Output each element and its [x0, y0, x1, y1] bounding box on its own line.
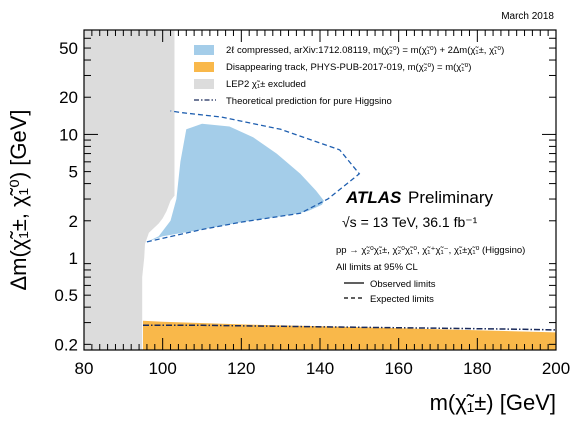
y-tick-label: 1 [69, 249, 78, 268]
region-0 [84, 30, 175, 350]
x-tick-label: 160 [384, 359, 412, 378]
legend-swatch-lep2 [194, 79, 214, 89]
y-tick-label: 0.2 [54, 335, 78, 354]
y-tick-label: 5 [69, 163, 78, 182]
legend-label-lep2: LEP2 χ̃₁± excluded [226, 79, 306, 90]
x-tick-label: 120 [227, 359, 255, 378]
legend-swatch-2l-compressed [194, 45, 214, 55]
x-tick-label: 140 [306, 359, 334, 378]
region-3 [143, 320, 556, 350]
y-tick-label: 0.5 [54, 286, 78, 305]
legend: 2ℓ compressed, arXiv:1712.08119, m(χ̃₂⁰)… [194, 45, 504, 107]
expected-label: Expected limits [370, 294, 434, 305]
y-tick-label: 20 [59, 88, 78, 107]
x-axis-title: m(χ̃₁±) [GeV] [430, 390, 556, 415]
legend-label-2l-compressed: 2ℓ compressed, arXiv:1712.08119, m(χ̃₂⁰)… [226, 45, 504, 56]
observed-label: Observed limits [370, 279, 436, 290]
y-tick-label: 2 [69, 212, 78, 231]
date-label: March 2018 [501, 11, 554, 22]
y-axis-title: Δm(χ̃₁±, χ̃₁⁰) [GeV] [6, 109, 31, 290]
atlas-box: ATLAS Preliminary √s = 13 TeV, 36.1 fb⁻¹… [336, 188, 525, 305]
y-tick-label: 50 [59, 39, 78, 58]
cl-label: All limits at 95% CL [336, 262, 418, 273]
preliminary-label: Preliminary [408, 188, 494, 207]
plot-area: 80 100 120 140 160 180 200 0.2 0.5 1 2 5 10 20 50 [54, 29, 570, 378]
x-tick-label: 180 [463, 359, 491, 378]
y-tick-label: 10 [59, 125, 78, 144]
process-label: pp → χ̃₂⁰χ̃₁±, χ̃₂⁰χ̃₁⁰, χ̃₁⁺χ̃₁⁻, χ̃₁±χ… [336, 245, 525, 256]
x-tick-label: 80 [75, 359, 94, 378]
x-tick-label: 200 [542, 359, 570, 378]
atlas-label: ATLAS [345, 188, 402, 207]
legend-swatch-disappearing-track [194, 62, 214, 72]
region-1 [146, 123, 324, 242]
expected-contour-2 [146, 110, 361, 243]
x-tick-label: 100 [148, 359, 176, 378]
legend-label-disappearing-track: Disappearing track, PHYS-PUB-2017-019, m… [226, 62, 471, 73]
legend-label-higgsino: Theoretical prediction for pure Higgsino [226, 96, 392, 107]
energy-label: √s = 13 TeV, 36.1 fb⁻¹ [342, 214, 478, 230]
higgsino-prediction-line [143, 324, 557, 331]
